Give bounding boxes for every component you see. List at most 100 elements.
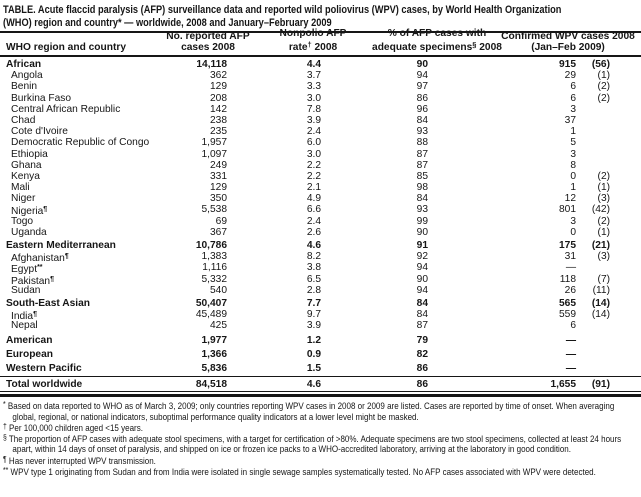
country-label: Sudan (11, 284, 41, 296)
cell-nonpolio-rate: 4.6 (306, 240, 321, 251)
cell-afp-cases: 45,489 (195, 309, 227, 321)
cell-pct-adequate: 97 (416, 81, 428, 93)
cell-wpv-2008: — (565, 262, 576, 274)
table-row: European 1,366 0.9 82 — (0, 349, 641, 360)
cell-wpv-2008: 12 (564, 193, 576, 205)
cell-wpv-2008: 37 (564, 114, 576, 126)
cell-wpv-2008: 915 (559, 59, 576, 70)
cell-country: Benin (0, 81, 170, 92)
cell-wpv-2008: 6 (570, 92, 576, 104)
cell-nonpolio-rate: 3.3 (306, 81, 321, 93)
cell-pct-adequate: 85 (416, 170, 428, 182)
country-label: Nepal (11, 320, 38, 332)
table-row: Central African Republic 142 7.8 96 3 (0, 104, 641, 115)
footnote: † Per 100,000 children aged <15 years. (3, 422, 640, 433)
cell-wpv-2008: 5 (570, 137, 576, 149)
cell-country: Western Pacific (0, 363, 170, 374)
cell-country: Pakistan¶ (0, 274, 170, 287)
cell-afp-cases: 238 (210, 114, 227, 126)
cell-afp-cases: 331 (210, 170, 227, 182)
cell-wpv-janfeb-2009: (2) (597, 170, 610, 182)
cell-wpv-2008: 559 (559, 309, 576, 321)
table-row: South-East Asian 50,407 7.7 84 565 (14) (0, 298, 641, 309)
cell-pct-adequate: 87 (416, 159, 428, 171)
cell-nonpolio-rate: 7.8 (306, 103, 321, 115)
footnote: ** WPV type 1 originating from Sudan and… (3, 466, 640, 477)
cell-afp-cases: 1,366 (201, 348, 228, 360)
header-divider-rule (0, 55, 641, 57)
cell-afp-cases: 10,786 (195, 240, 227, 251)
country-label: European (6, 348, 53, 360)
country-label: Benin (11, 81, 38, 93)
country-label: Burkina Faso (11, 92, 72, 104)
col-header-afp-cases-line2: cases 2008 (181, 42, 235, 53)
cell-afp-cases: 425 (210, 320, 227, 332)
rate-label: rate (288, 42, 308, 53)
specimens-year: 2008 (476, 42, 502, 53)
country-label: Eastern Mediterranean (6, 240, 116, 251)
cell-afp-cases: 540 (210, 284, 227, 296)
footnotes: * Based on data reported to WHO as of Ma… (3, 400, 640, 477)
cell-country: Central African Republic (0, 104, 170, 115)
cell-pct-adequate: 84 (416, 297, 428, 309)
footnote-text: Based on data reported to WHO as of Marc… (5, 400, 615, 422)
col-header-wpv-line2: (Jan–Feb 2009) (531, 42, 605, 53)
country-label: Nigeria (11, 206, 44, 218)
cell-pct-adequate: 96 (416, 103, 428, 115)
cell-wpv-2008: 26 (564, 284, 576, 296)
country-label: Democratic Republic of Congo (11, 137, 150, 149)
footnote-marker: ** (3, 466, 9, 476)
col-header-region: WHO region and country (6, 42, 126, 53)
cell-nonpolio-rate: 2.4 (306, 126, 321, 138)
table-row: Ethiopia 1,097 3.0 87 3 (0, 149, 641, 160)
cell-country: Kenya (0, 171, 170, 182)
cell-nonpolio-rate: 3.9 (306, 320, 321, 332)
country-label: Chad (11, 114, 36, 126)
country-label: Pakistan (11, 275, 51, 287)
title-divider-rule (0, 31, 641, 33)
table-header-row: WHO region and country No. reported AFP … (0, 28, 641, 55)
cell-afp-cases: 14,118 (196, 59, 227, 70)
footnote-marker: ¶ (50, 275, 54, 283)
col-header-wpv: Confirmed WPV cases 2008 (Jan–Feb 2009) (458, 31, 641, 53)
cell-country: Niger (0, 193, 170, 204)
cell-pct-adequate: 79 (416, 334, 428, 346)
cell-afp-cases: 69 (215, 215, 227, 227)
cell-wpv-janfeb-2009 (576, 104, 612, 115)
table-bottom-rule-thin (0, 391, 641, 393)
cell-afp-cases: 1,977 (201, 334, 228, 346)
cell-nonpolio-rate: 4.4 (306, 59, 321, 70)
cell-wpv-janfeb-2009: (1) (597, 70, 610, 82)
cell-country: Democratic Republic of Congo (0, 137, 170, 148)
table-row: African 14,118 4.4 90 915 (56) (0, 59, 641, 70)
cell-nonpolio-rate: 2.6 (306, 226, 321, 238)
cell-country: Burkina Faso (0, 93, 170, 104)
country-label: Togo (11, 215, 34, 227)
table-row: Burkina Faso 208 3.0 86 6 (2) (0, 93, 641, 104)
dagger-footnote-marker: † (307, 40, 312, 49)
cell-wpv-2008: 6 (570, 320, 576, 332)
cell-pct-adequate: 84 (416, 193, 428, 205)
cell-pct-adequate: 90 (416, 59, 428, 70)
cell-wpv-janfeb-2009: (3) (597, 193, 610, 205)
cell-wpv-2008: 118 (559, 273, 576, 285)
cell-wpv-janfeb-2009: (11) (592, 284, 610, 296)
table-title: TABLE. Acute flaccid paralysis (AFP) sur… (3, 4, 641, 29)
cell-pct-adequate: 90 (416, 226, 428, 238)
footnote-text: WPV type 1 originating from Sudan and fr… (8, 466, 596, 478)
table-row: Democratic Republic of Congo 1,957 6.0 88 5 (0, 137, 641, 148)
cell-wpv-2008: 3 (570, 148, 576, 160)
cell-wpv-janfeb-2009 (576, 137, 612, 148)
cell-afp-cases: 84,518 (195, 379, 227, 391)
cell-nonpolio-rate: 2.2 (306, 170, 321, 182)
cell-wpv-2008: 8 (570, 159, 576, 171)
cell-wpv-2008: 175 (559, 240, 576, 251)
country-label: Afghanistan (11, 253, 65, 265)
cell-afp-cases: 1,097 (201, 148, 228, 160)
cell-afp-cases: 1,383 (201, 251, 228, 263)
cell-afp-cases: 249 (210, 159, 227, 171)
footnote: * Based on data reported to WHO as of Ma… (3, 400, 640, 422)
cell-wpv-2008: 1 (570, 126, 576, 138)
table-body: African 14,118 4.4 90 915 (56) Angola 362 3.7 94 2… (0, 59, 641, 391)
